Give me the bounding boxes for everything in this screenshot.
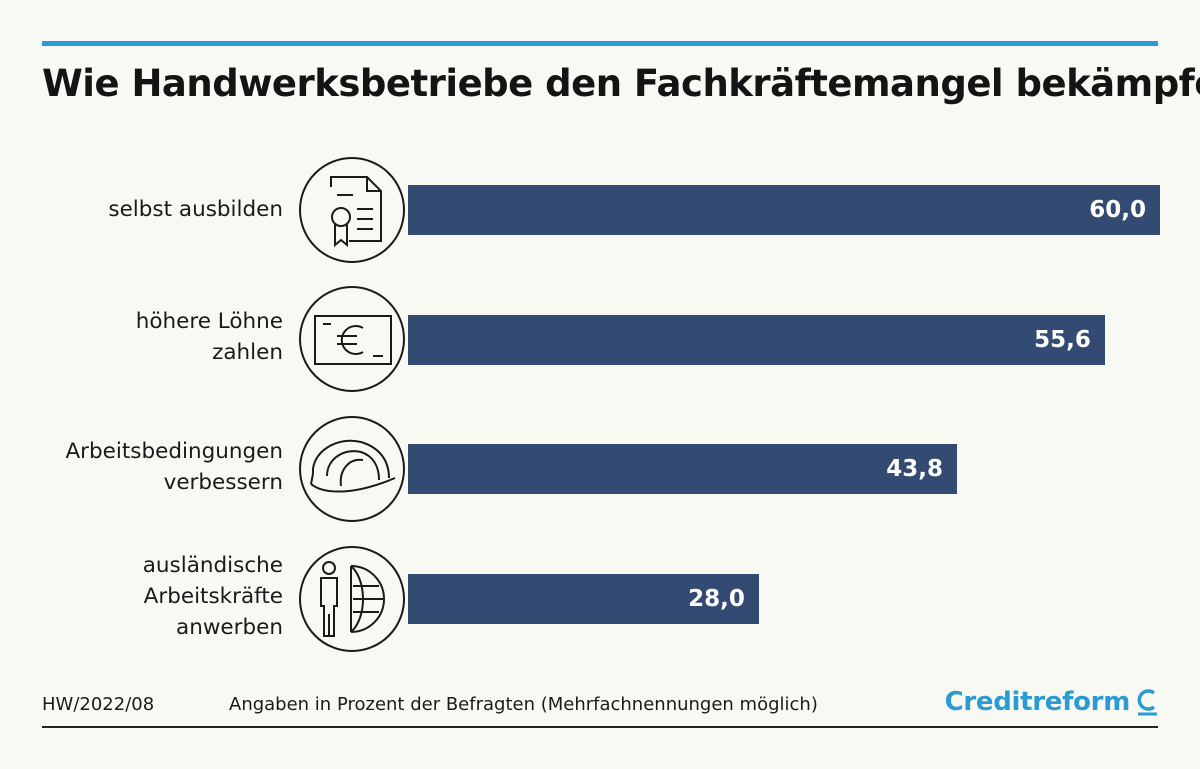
bar-1: 60,0	[408, 185, 1160, 235]
bottom-rule	[42, 726, 1158, 728]
bar-value-1: 60,0	[1089, 197, 1146, 223]
certificate-icon	[299, 157, 405, 263]
bar-value-3: 43,8	[886, 456, 943, 482]
category-label-1: selbst ausbilden	[108, 197, 283, 222]
bar-value-4: 28,0	[688, 586, 745, 612]
bar-2: 55,6	[408, 315, 1105, 365]
source-code: HW/2022/08	[42, 694, 155, 715]
footnote: Angaben in Prozent der Befragten (Mehrfa…	[229, 694, 818, 715]
euro-banknote-icon	[299, 286, 405, 392]
category-label-4: ausländische Arbeitskräfte anwerben	[142, 553, 283, 640]
brand-name: Creditreform	[944, 687, 1131, 717]
top-accent-rule	[42, 41, 1158, 46]
hard-hat-icon	[299, 416, 405, 522]
creditreform-mark-icon	[1137, 689, 1157, 716]
creditreform-logo: Creditreform	[945, 684, 1158, 720]
chart-title: Wie Handwerksbetriebe den Fachkräftemang…	[42, 62, 1200, 105]
person-globe-icon	[299, 546, 405, 652]
bar-4: 28,0	[408, 574, 759, 624]
category-label-2: höhere Löhne zahlen	[135, 309, 283, 365]
bar-value-2: 55,6	[1034, 327, 1091, 353]
bar-3: 43,8	[408, 444, 957, 494]
category-label-3: Arbeitsbedingungen verbessern	[65, 439, 283, 495]
